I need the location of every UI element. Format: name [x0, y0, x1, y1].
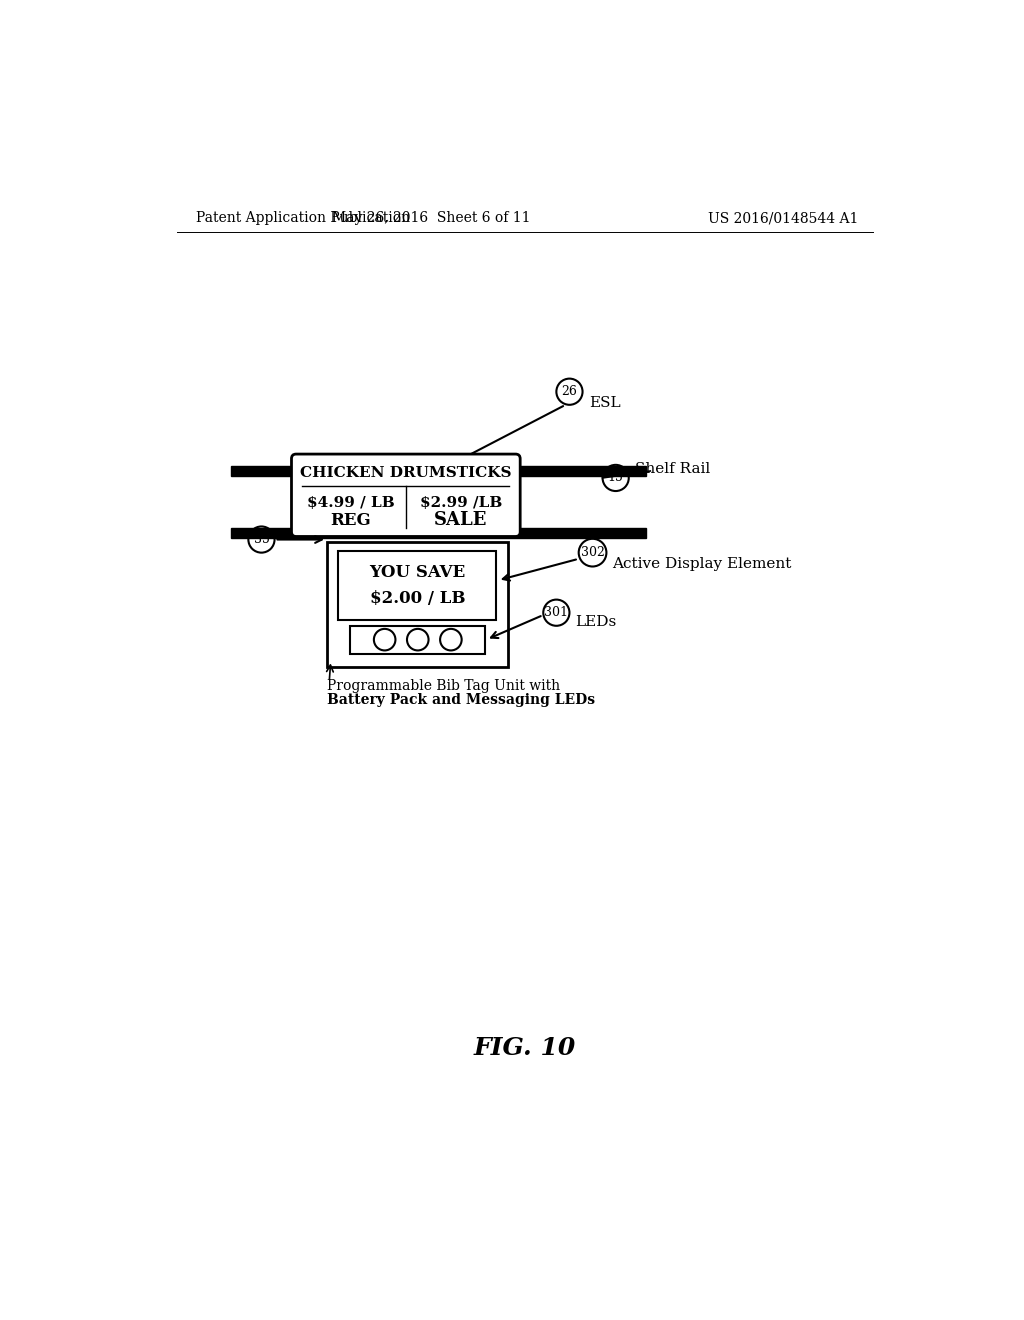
Text: FIG. 10: FIG. 10: [474, 1036, 575, 1060]
Text: Patent Application Publication: Patent Application Publication: [196, 211, 411, 226]
Bar: [230, 466, 646, 477]
Bar: [339, 552, 497, 620]
Text: SALE: SALE: [434, 511, 487, 529]
Text: Active Display Element: Active Display Element: [612, 557, 792, 572]
Bar: [350, 626, 484, 653]
FancyBboxPatch shape: [292, 454, 520, 536]
Text: May 26, 2016  Sheet 6 of 11: May 26, 2016 Sheet 6 of 11: [332, 211, 530, 226]
Text: 35: 35: [254, 533, 269, 546]
Text: 302: 302: [581, 546, 604, 560]
Text: YOU SAVE: YOU SAVE: [370, 564, 466, 581]
Circle shape: [374, 628, 395, 651]
Circle shape: [407, 628, 429, 651]
Text: 26: 26: [561, 385, 578, 399]
Bar: [230, 528, 646, 539]
Text: Programmable Bib Tag Unit with: Programmable Bib Tag Unit with: [327, 678, 560, 693]
Text: Shelf Rail: Shelf Rail: [635, 462, 711, 475]
Text: Battery Pack and Messaging LEDs: Battery Pack and Messaging LEDs: [327, 693, 595, 706]
Text: REG: REG: [331, 512, 372, 529]
Text: US 2016/0148544 A1: US 2016/0148544 A1: [708, 211, 858, 226]
Text: 301: 301: [545, 606, 568, 619]
Text: 15: 15: [607, 471, 624, 484]
Text: CHICKEN DRUMSTICKS: CHICKEN DRUMSTICKS: [300, 466, 512, 479]
Circle shape: [440, 628, 462, 651]
Text: ESL: ESL: [589, 396, 621, 411]
Text: $2.00 / LB: $2.00 / LB: [370, 590, 465, 607]
Text: $2.99 /LB: $2.99 /LB: [420, 496, 502, 511]
Text: $4.99 / LB: $4.99 / LB: [307, 496, 395, 511]
Text: LEDs: LEDs: [575, 615, 616, 628]
Bar: [327, 543, 508, 667]
